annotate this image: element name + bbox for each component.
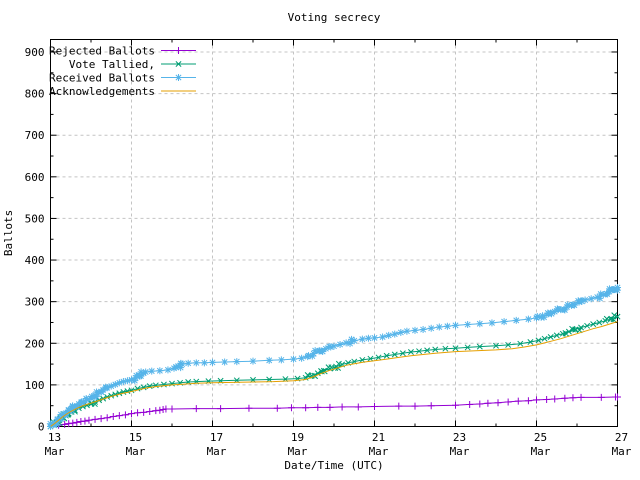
y-axis-tick-labels: 0 100 200 300 400 500 600 700 800 900 xyxy=(25,46,45,434)
svg-text:25: 25 xyxy=(534,431,547,444)
svg-text:23: 23 xyxy=(453,431,466,444)
svg-text:300: 300 xyxy=(25,296,45,309)
svg-text:100: 100 xyxy=(25,379,45,392)
grid-lines xyxy=(50,39,618,427)
svg-text:Mar: Mar xyxy=(450,445,470,458)
svg-text:Mar: Mar xyxy=(45,445,65,458)
svg-text:21: 21 xyxy=(372,431,385,444)
legend-item-vote-tallied: Vote Tallied, xyxy=(69,58,196,71)
legend-label: Received Ballots xyxy=(49,72,155,85)
legend-item-rejected-ballots: Rejected Ballots xyxy=(49,45,196,58)
svg-text:500: 500 xyxy=(25,212,45,225)
svg-text:17: 17 xyxy=(210,431,223,444)
axis-ticks xyxy=(50,39,618,427)
svg-text:400: 400 xyxy=(25,254,45,267)
legend-sample-marker-icon xyxy=(175,61,182,67)
legend-label: Acknowledgements xyxy=(49,85,155,98)
svg-text:Mar: Mar xyxy=(288,445,308,458)
series-rejected-ballots xyxy=(47,393,621,430)
svg-text:800: 800 xyxy=(25,88,45,101)
chart-title: Voting secrecy xyxy=(288,11,381,24)
legend-item-acknowledgements: Acknowledgements xyxy=(49,85,196,98)
svg-text:700: 700 xyxy=(25,129,45,142)
svg-text:Mar: Mar xyxy=(369,445,389,458)
svg-text:200: 200 xyxy=(25,337,45,350)
svg-text:Mar: Mar xyxy=(612,445,632,458)
legend-sample-marker-icon xyxy=(175,74,182,81)
svg-text:Mar: Mar xyxy=(531,445,551,458)
svg-text:900: 900 xyxy=(25,46,45,59)
legend-item-received-ballots: Received Ballots xyxy=(49,72,196,85)
svg-text:19: 19 xyxy=(291,431,304,444)
svg-text:Mar: Mar xyxy=(207,445,227,458)
legend-sample-marker-icon xyxy=(175,47,182,54)
series-acknowledgements xyxy=(50,321,618,427)
svg-text:0: 0 xyxy=(38,421,45,434)
svg-text:15: 15 xyxy=(129,431,142,444)
svg-text:27: 27 xyxy=(615,431,628,444)
x-axis-label: Date/Time (UTC) xyxy=(284,459,383,472)
svg-text:600: 600 xyxy=(25,171,45,184)
legend-label: Rejected Ballots xyxy=(49,45,155,58)
svg-text:Mar: Mar xyxy=(126,445,146,458)
legend-label: Vote Tallied, xyxy=(69,58,155,71)
svg-text:13: 13 xyxy=(48,431,61,444)
y-axis-label: Ballots xyxy=(2,210,15,256)
